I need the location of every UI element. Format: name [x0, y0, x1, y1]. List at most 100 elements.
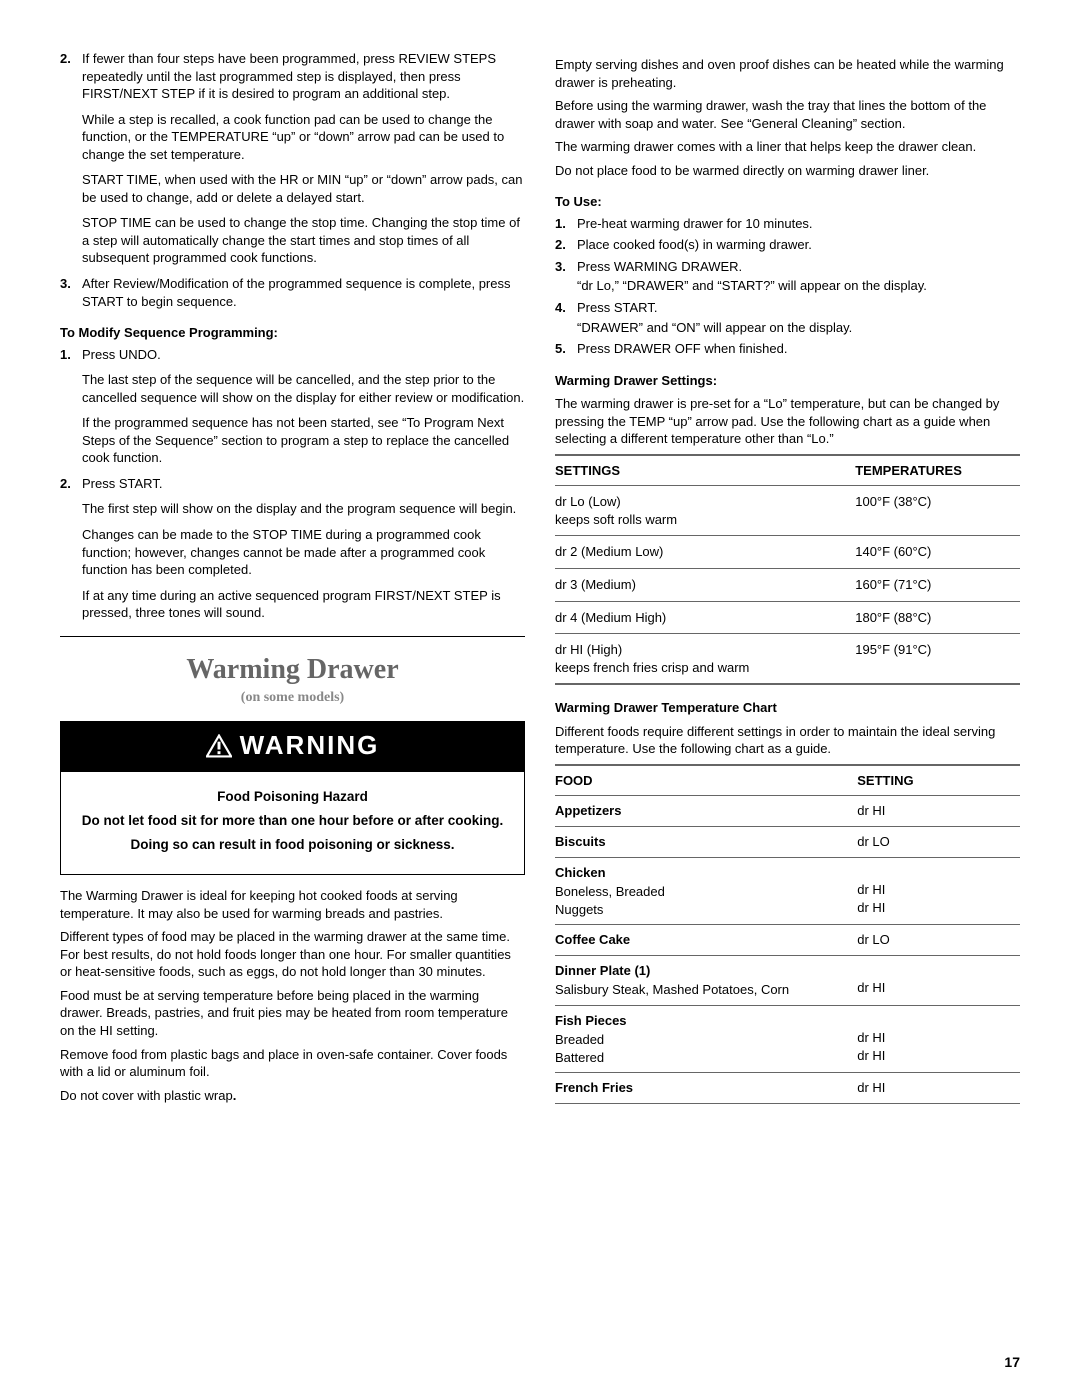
sub-paragraph: If at any time during an active sequence… [82, 587, 525, 622]
temperature-cell: 100°F (38°C) [855, 486, 1020, 536]
list-item: 2. Place cooked food(s) in warming drawe… [555, 236, 1020, 254]
section-heading: To Use: [555, 193, 1020, 211]
food-sublabel: Breaded Battered [555, 1031, 857, 1066]
period-bold: . [233, 1088, 237, 1103]
body-paragraph: The warming drawer comes with a liner th… [555, 138, 1020, 156]
step-lead: Press START. [577, 300, 657, 315]
food-sublabel: Boneless, Breaded Nuggets [555, 883, 857, 918]
warning-body: Food Poisoning Hazard Do not let food si… [61, 772, 524, 875]
item-text: Press START. [82, 475, 525, 493]
food-setting-cell: dr HI [857, 796, 1020, 827]
body-paragraph: The warming drawer is pre-set for a “Lo”… [555, 395, 1020, 448]
list-item: 5. Press DRAWER OFF when finished. [555, 340, 1020, 358]
item-number: 1. [60, 346, 82, 364]
sub-paragraph: Changes can be made to the STOP TIME dur… [82, 526, 525, 579]
section-heading: To Modify Sequence Programming: [60, 324, 525, 342]
sub-paragraph: The first step will show on the display … [82, 500, 525, 518]
table-row: dr 2 (Medium Low)140°F (60°C) [555, 536, 1020, 569]
item-text: Pre-heat warming drawer for 10 minutes. [577, 215, 1020, 233]
food-label: Fish Pieces [555, 1013, 627, 1028]
food-setting-cell: dr HI [857, 955, 1020, 1005]
warning-word: WARNING [240, 728, 380, 763]
food-label: Coffee Cake [555, 932, 630, 947]
warning-triangle-icon [206, 734, 232, 758]
left-column: 2. If fewer than four steps have been pr… [60, 50, 525, 1110]
step-detail: “DRAWER” and “ON” will appear on the dis… [577, 319, 1020, 337]
food-setting-cell: dr LO [857, 826, 1020, 857]
food-label: Appetizers [555, 803, 621, 818]
list-item: 3. Press WARMING DRAWER. “dr Lo,” “DRAWE… [555, 258, 1020, 295]
table-row: Dinner Plate (1) Salisbury Steak, Mashed … [555, 955, 1020, 1005]
table-row: dr Lo (Low) keeps soft rolls warm100°F (… [555, 486, 1020, 536]
table-row: Appetizers dr HI [555, 796, 1020, 827]
food-setting-cell: dr HI dr HI [857, 1005, 1020, 1073]
body-paragraph: Do not place food to be warmed directly … [555, 162, 1020, 180]
food-label: Dinner Plate (1) [555, 963, 650, 978]
sub-paragraph: While a step is recalled, a cook functio… [82, 111, 525, 164]
food-cell: French Fries [555, 1073, 857, 1104]
temperature-cell: 180°F (88°C) [855, 601, 1020, 634]
warning-banner: WARNING [61, 722, 524, 771]
sub-paragraph: If the programmed sequence has not been … [82, 414, 525, 467]
table-row: dr 3 (Medium)160°F (71°C) [555, 569, 1020, 602]
divider [60, 636, 525, 637]
list-item: 1. Pre-heat warming drawer for 10 minute… [555, 215, 1020, 233]
item-number: 3. [555, 258, 577, 295]
warning-line: Doing so can result in food poisoning or… [75, 836, 510, 854]
item-text: After Review/Modification of the program… [82, 275, 525, 310]
list-item: 3. After Review/Modification of the prog… [60, 275, 525, 310]
body-paragraph: The Warming Drawer is ideal for keeping … [60, 887, 525, 922]
item-number: 3. [60, 275, 82, 310]
item-text: Place cooked food(s) in warming drawer. [577, 236, 1020, 254]
warming-drawer-subtitle: (on some models) [60, 689, 525, 708]
col-header: FOOD [555, 765, 857, 796]
right-column: Empty serving dishes and oven proof dish… [555, 50, 1020, 1110]
setting-cell: dr Lo (Low) keeps soft rolls warm [555, 486, 855, 536]
body-paragraph: Different foods require different settin… [555, 723, 1020, 758]
warning-box: WARNING Food Poisoning Hazard Do not let… [60, 721, 525, 875]
item-text: Press START. “DRAWER” and “ON” will appe… [577, 299, 1020, 336]
item-text: If fewer than four steps have been progr… [82, 50, 525, 103]
manual-page: 2. If fewer than four steps have been pr… [0, 0, 1080, 1397]
item-text: Press UNDO. [82, 346, 525, 364]
setting-cell: dr HI (High) keeps french fries crisp an… [555, 634, 855, 685]
body-paragraph: Before using the warming drawer, wash th… [555, 97, 1020, 132]
table-row: Biscuits dr LO [555, 826, 1020, 857]
food-table: FOOD SETTING Appetizersdr HIBiscuitsdr L… [555, 764, 1020, 1104]
temperature-cell: 195°F (91°C) [855, 634, 1020, 685]
setting-cell: dr 3 (Medium) [555, 569, 855, 602]
item-number: 4. [555, 299, 577, 336]
list-item: 2. If fewer than four steps have been pr… [60, 50, 525, 103]
food-cell: ChickenBoneless, Breaded Nuggets [555, 857, 857, 925]
step-detail: “dr Lo,” “DRAWER” and “START?” will appe… [577, 277, 1020, 295]
food-sublabel: Salisbury Steak, Mashed Potatoes, Corn [555, 981, 857, 999]
body-paragraph: Food must be at serving temperature befo… [60, 987, 525, 1040]
food-label: Biscuits [555, 834, 606, 849]
temperature-cell: 160°F (71°C) [855, 569, 1020, 602]
food-cell: Fish Pieces Breaded Battered [555, 1005, 857, 1073]
table-row: dr HI (High) keeps french fries crisp an… [555, 634, 1020, 685]
col-header: SETTINGS [555, 455, 855, 486]
setting-cell: dr 2 (Medium Low) [555, 536, 855, 569]
body-paragraph: Empty serving dishes and oven proof dish… [555, 56, 1020, 91]
food-cell: Biscuits [555, 826, 857, 857]
body-paragraph: Different types of food may be placed in… [60, 928, 525, 981]
item-text: Press DRAWER OFF when finished. [577, 340, 1020, 358]
setting-cell: dr 4 (Medium High) [555, 601, 855, 634]
food-cell: Dinner Plate (1) Salisbury Steak, Mashed … [555, 955, 857, 1005]
body-paragraph: Do not cover with plastic wrap. [60, 1087, 525, 1105]
col-header: TEMPERATURES [855, 455, 1020, 486]
item-number: 2. [60, 475, 82, 493]
page-number: 17 [1004, 1353, 1020, 1372]
section-heading: Warming Drawer Settings: [555, 372, 1020, 390]
section-heading: Warming Drawer Temperature Chart [555, 699, 1020, 717]
body-paragraph: Remove food from plastic bags and place … [60, 1046, 525, 1081]
item-text: Press WARMING DRAWER. “dr Lo,” “DRAWER” … [577, 258, 1020, 295]
food-setting-cell: dr HI dr HI [857, 857, 1020, 925]
item-number: 2. [60, 50, 82, 103]
warming-drawer-title: Warming Drawer [60, 651, 525, 689]
list-item: 4. Press START. “DRAWER” and “ON” will a… [555, 299, 1020, 336]
food-label: French Fries [555, 1080, 633, 1095]
table-row: French Friesdr HI [555, 1073, 1020, 1104]
table-row: Fish Pieces Breaded Battered dr HI dr HI [555, 1005, 1020, 1073]
